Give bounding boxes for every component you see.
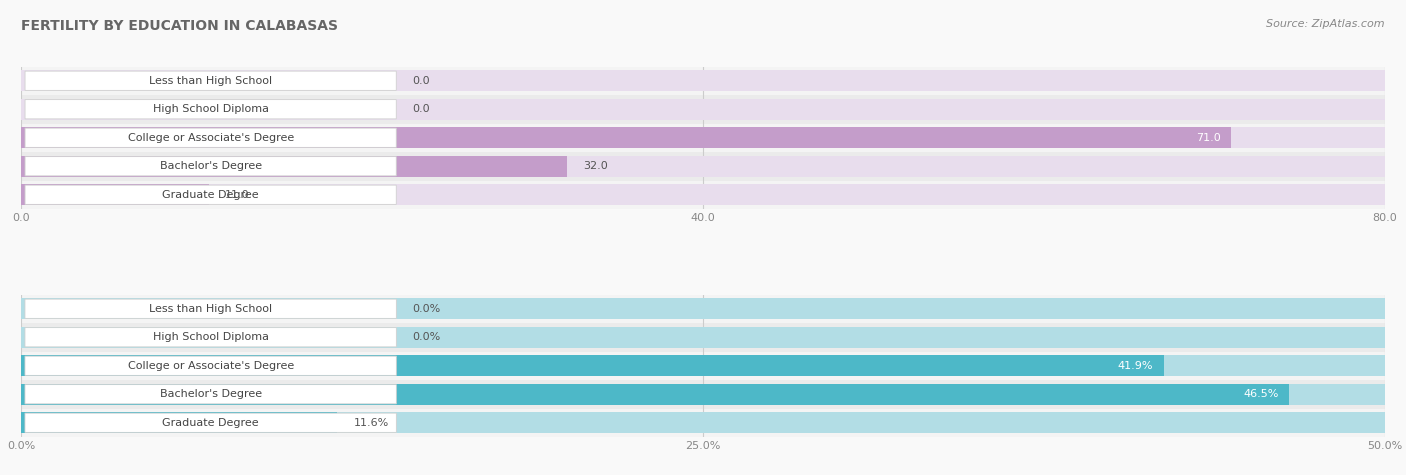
Text: 0.0: 0.0 (412, 76, 430, 86)
Bar (21, 70, 1385, 91)
Bar (21, 323, 1385, 352)
Text: College or Associate's Degree: College or Associate's Degree (128, 361, 294, 371)
Text: 71.0: 71.0 (1197, 133, 1220, 143)
FancyBboxPatch shape (25, 185, 396, 204)
Bar (21, 152, 1385, 180)
Text: 11.6%: 11.6% (354, 418, 389, 428)
Text: Less than High School: Less than High School (149, 76, 273, 86)
Bar (21, 184, 208, 205)
Text: Bachelor's Degree: Bachelor's Degree (160, 161, 262, 171)
FancyBboxPatch shape (25, 100, 396, 119)
Bar (21, 294, 1385, 323)
FancyBboxPatch shape (25, 356, 396, 375)
Text: FERTILITY BY EDUCATION IN CALABASAS: FERTILITY BY EDUCATION IN CALABASAS (21, 19, 337, 33)
Bar (21, 156, 567, 177)
Text: Source: ZipAtlas.com: Source: ZipAtlas.com (1267, 19, 1385, 29)
Bar (21, 355, 1385, 376)
Bar (21, 127, 1385, 148)
Bar (21, 384, 1385, 405)
Text: 0.0: 0.0 (412, 104, 430, 114)
Bar (21, 355, 1164, 376)
Text: Bachelor's Degree: Bachelor's Degree (160, 389, 262, 399)
Bar (21, 352, 1385, 380)
Text: 11.0: 11.0 (225, 190, 250, 200)
Bar (21, 384, 1289, 405)
Bar (21, 380, 1385, 408)
Bar (21, 298, 1385, 319)
Bar (21, 95, 1385, 124)
Bar (21, 66, 1385, 95)
FancyBboxPatch shape (25, 157, 396, 176)
FancyBboxPatch shape (25, 413, 396, 432)
FancyBboxPatch shape (25, 385, 396, 404)
Bar (21, 180, 1385, 209)
Text: 0.0%: 0.0% (412, 332, 440, 342)
Bar (21, 184, 1385, 205)
Bar (21, 127, 1232, 148)
FancyBboxPatch shape (25, 299, 396, 318)
Text: High School Diploma: High School Diploma (153, 332, 269, 342)
Bar (21, 327, 1385, 348)
Bar (21, 412, 1385, 433)
Bar (21, 408, 1385, 437)
Text: Graduate Degree: Graduate Degree (162, 190, 259, 200)
Bar (21, 156, 1385, 177)
FancyBboxPatch shape (25, 71, 396, 90)
Bar (21, 412, 337, 433)
Text: 32.0: 32.0 (583, 161, 607, 171)
Text: Less than High School: Less than High School (149, 304, 273, 314)
FancyBboxPatch shape (25, 128, 396, 147)
Text: 46.5%: 46.5% (1243, 389, 1278, 399)
Text: Graduate Degree: Graduate Degree (162, 418, 259, 428)
Text: 41.9%: 41.9% (1118, 361, 1153, 371)
FancyBboxPatch shape (25, 328, 396, 347)
Text: College or Associate's Degree: College or Associate's Degree (128, 133, 294, 143)
Bar (21, 99, 1385, 120)
Bar (21, 124, 1385, 152)
Text: High School Diploma: High School Diploma (153, 104, 269, 114)
Text: 0.0%: 0.0% (412, 304, 440, 314)
